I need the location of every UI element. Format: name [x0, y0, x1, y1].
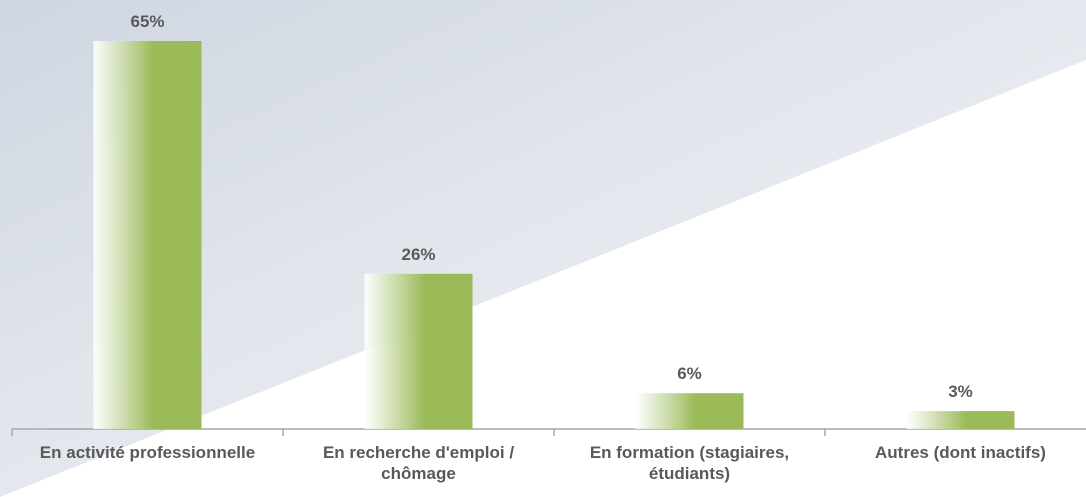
value-label: 26%	[401, 245, 435, 264]
x-tick-label: En formation (stagiaires, étudiants)	[589, 443, 790, 483]
bar	[364, 273, 473, 429]
bar	[635, 393, 744, 429]
x-tick-label: Autres (dont inactifs)	[875, 443, 1046, 462]
x-tick-label: En activité professionnelle	[39, 443, 256, 462]
x-tick-label: En recherche d'emploi / chômage	[322, 443, 515, 483]
bar	[906, 411, 1015, 429]
bar	[93, 41, 202, 429]
value-label: 65%	[130, 12, 164, 31]
value-label: 6%	[677, 364, 702, 383]
value-label: 3%	[948, 382, 973, 401]
